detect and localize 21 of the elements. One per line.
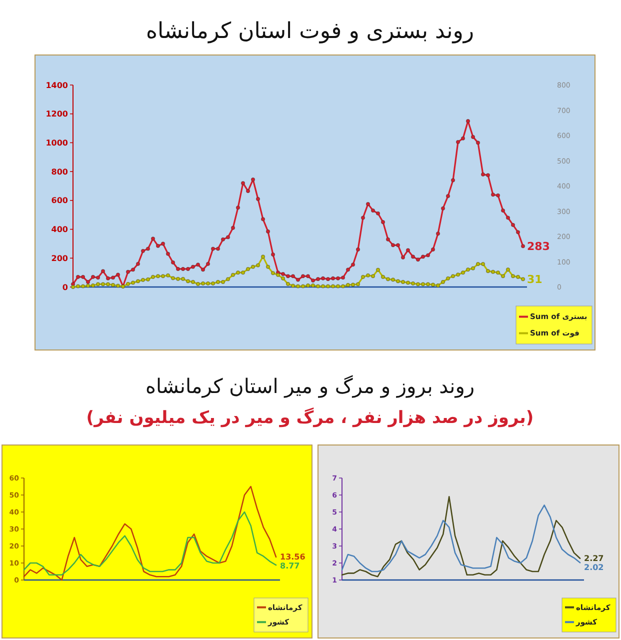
- y-tick-label: 0: [62, 282, 68, 292]
- y-tick-label: 200: [51, 254, 68, 263]
- line-series: [341, 496, 581, 578]
- line-series: [341, 504, 581, 572]
- chart-subtitle: (بروز در صد هزار نفر ، مرگ و میر در یک میلیون نفر): [86, 407, 534, 428]
- line-series: [23, 511, 277, 576]
- y-tick-label: 800: [51, 167, 68, 176]
- data-label: 2.02: [584, 563, 604, 572]
- y-tick-label: 1000: [46, 138, 68, 148]
- chart-title: روند بستری و فوت استان کرمانشاه: [146, 19, 474, 44]
- y-tick-label: 1400: [46, 80, 68, 90]
- line-series: [23, 486, 277, 581]
- data-label: 2.27: [584, 554, 604, 564]
- data-label: 31: [527, 273, 542, 286]
- y-tick-label: 600: [51, 196, 68, 206]
- chart-title: روند بروز و مرگ و میر استان کرمانشاه: [145, 374, 475, 398]
- data-label: 13.56: [280, 552, 306, 562]
- data-label: 283: [527, 240, 550, 254]
- y-tick-label: 400: [51, 225, 68, 234]
- y-tick-label: 1200: [46, 110, 68, 119]
- data-label: 8.77: [280, 562, 300, 571]
